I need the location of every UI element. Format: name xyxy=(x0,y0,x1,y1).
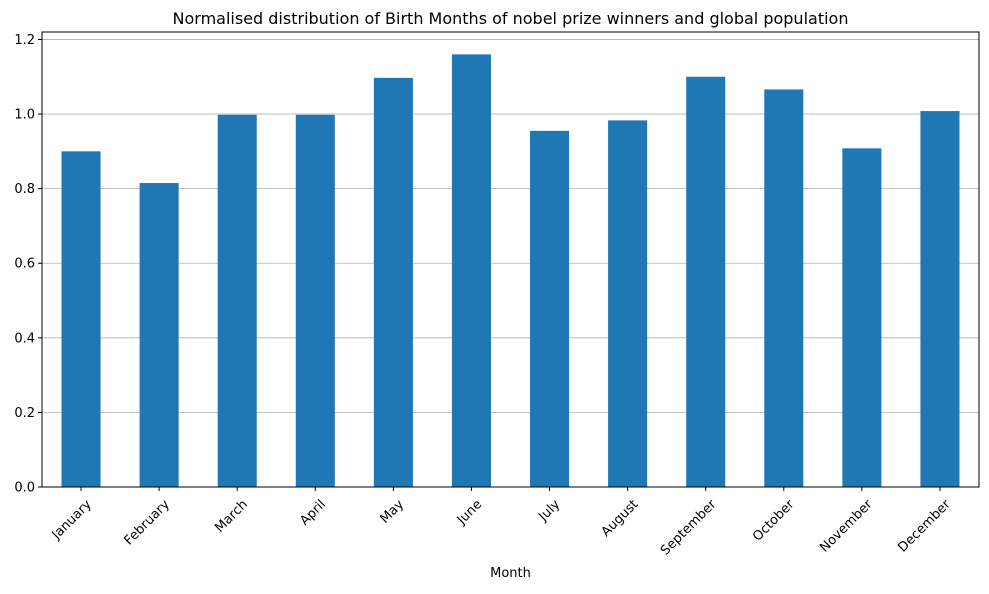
bar-march xyxy=(217,114,257,488)
x-tick-label: May xyxy=(377,497,407,527)
bar-december xyxy=(920,111,960,487)
x-tick-label: August xyxy=(599,497,642,540)
bar-may xyxy=(373,77,413,487)
x-tick-label: January xyxy=(49,497,95,543)
x-tick-label: July xyxy=(535,497,563,525)
bar-april xyxy=(295,114,335,488)
bar-july xyxy=(530,130,570,487)
y-tick-label: 1.0 xyxy=(14,108,35,123)
y-tick-label: 0.0 xyxy=(14,481,35,496)
bars-layer xyxy=(61,54,960,488)
bar-october xyxy=(764,89,804,488)
bar-november xyxy=(842,148,882,487)
bar-february xyxy=(139,183,179,487)
plot-frame xyxy=(41,31,980,488)
x-tick-label: February xyxy=(122,497,174,549)
x-tick-label: June xyxy=(454,497,485,528)
y-ticks-layer: 0.0 0.2 0.4 0.6 0.8 1.0 1.2 xyxy=(14,33,42,496)
x-tick-label: December xyxy=(895,497,954,556)
x-axis-label: Month xyxy=(490,566,531,581)
y-tick-label: 0.2 xyxy=(14,406,35,421)
x-tick-label: October xyxy=(750,497,798,545)
y-tick-label: 0.4 xyxy=(14,331,35,346)
x-tick-label: September xyxy=(658,497,720,559)
x-ticks-layer: January February March April May June July Augu… xyxy=(49,487,954,559)
y-tick-label: 1.2 xyxy=(14,33,35,48)
bar-june xyxy=(451,54,491,488)
x-tick-label: March xyxy=(212,497,251,536)
bar-september xyxy=(686,76,726,488)
chart-title: Normalised distribution of Birth Months … xyxy=(173,9,849,28)
bar-january xyxy=(61,151,101,487)
bar-august xyxy=(608,120,648,487)
grid-layer xyxy=(42,39,979,488)
x-tick-label: November xyxy=(817,497,876,556)
axes-layer xyxy=(41,31,980,488)
x-tick-label: April xyxy=(297,497,329,529)
y-tick-label: 0.8 xyxy=(14,182,35,197)
y-tick-label: 0.6 xyxy=(14,257,35,272)
